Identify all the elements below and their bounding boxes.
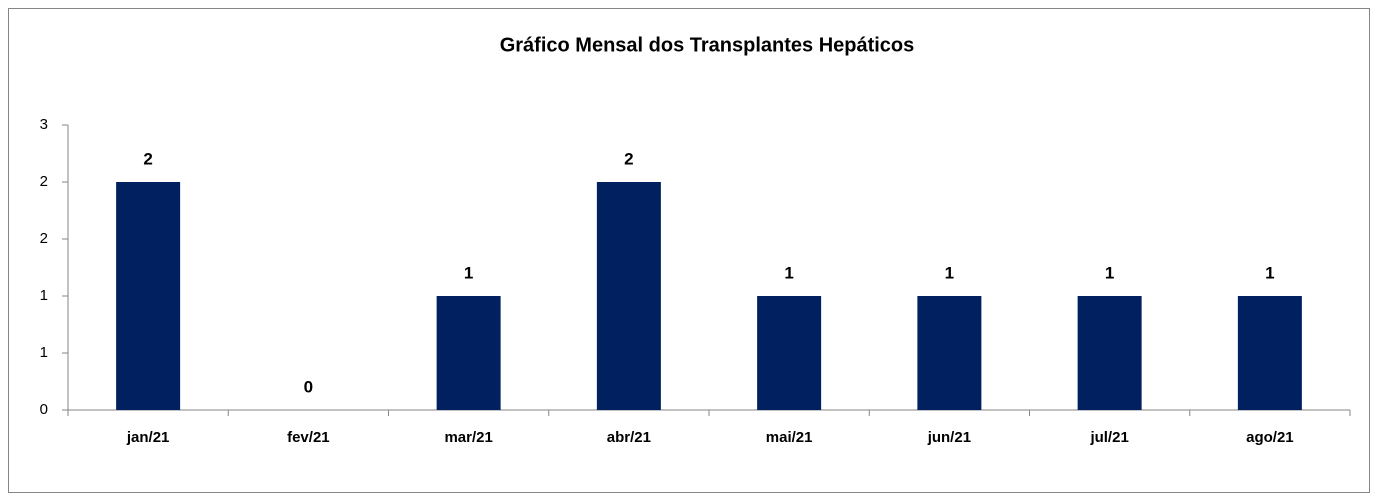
bar: [1237, 296, 1302, 410]
bar: [596, 182, 661, 410]
bar: [436, 296, 501, 410]
x-tick-label: jun/21: [927, 429, 971, 446]
data-label: 1: [464, 263, 473, 282]
x-tick-label: fev/21: [287, 429, 330, 446]
data-label: 1: [1105, 263, 1114, 282]
y-tick-label: 2: [40, 230, 48, 247]
x-tick-label: ago/21: [1246, 429, 1294, 446]
data-label: 1: [1265, 263, 1274, 282]
y-tick-label: 3: [40, 116, 48, 133]
bar: [1077, 296, 1142, 410]
data-label: 1: [945, 263, 954, 282]
data-label: 2: [624, 149, 633, 168]
x-tick-label: mai/21: [766, 429, 813, 446]
chart-frame: [8, 8, 1370, 493]
x-tick-label: abr/21: [607, 429, 651, 446]
x-tick-label: jan/21: [126, 429, 170, 446]
data-label: 0: [304, 377, 313, 396]
data-label: 1: [784, 263, 793, 282]
bar: [757, 296, 822, 410]
bar: [116, 182, 181, 410]
y-tick-label: 1: [40, 287, 48, 304]
chart-title: Gráfico Mensal dos Transplantes Hepático…: [500, 34, 915, 56]
bar: [917, 296, 982, 410]
x-tick-label: mar/21: [444, 429, 492, 446]
data-label: 2: [143, 149, 152, 168]
y-tick-label: 1: [40, 344, 48, 361]
y-tick-label: 0: [40, 401, 48, 418]
x-tick-label: jul/21: [1089, 429, 1128, 446]
y-tick-label: 2: [40, 173, 48, 190]
